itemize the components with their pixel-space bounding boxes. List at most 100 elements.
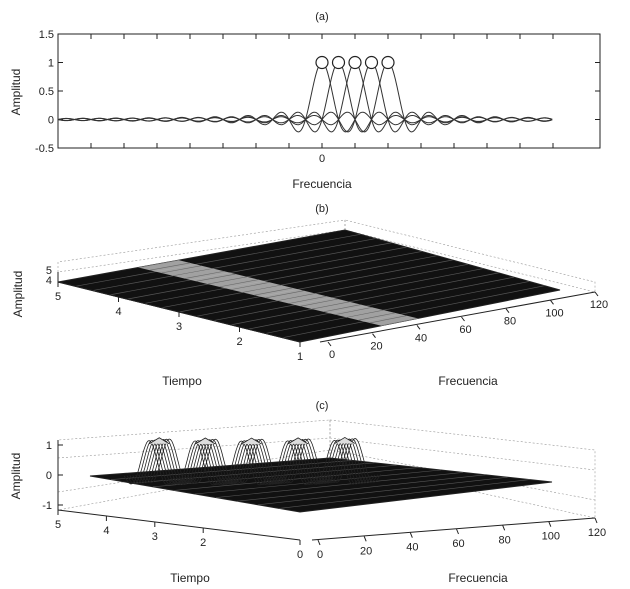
panel-c-amplitude-tick-label: 0	[46, 470, 52, 482]
panel-c-frequency-tick-mark	[502, 525, 506, 531]
panel-b-surface-stripes	[75, 233, 545, 339]
panel-c-amplitude-tick-label: 1	[46, 440, 52, 452]
panel-c-frequency-tick-mark	[317, 539, 321, 546]
panel-b-time-tick-label: 1	[297, 351, 303, 363]
panel-b-frequency-tick-mark	[372, 333, 376, 338]
panel-c-surface-stripe	[257, 476, 508, 506]
panel-c-peak-mesh-line	[215, 440, 268, 486]
panel-b-band-mesh-line	[335, 307, 373, 315]
panel-c: (c) 5 4 3 20 0 20 40 60 80 100 120 10-1 Tiempo Fr…	[9, 400, 606, 585]
panel-a-peak-marker	[364, 55, 379, 70]
panel-b-surface-stripe	[127, 246, 407, 300]
panel-c-frequency-tick-mark	[548, 521, 552, 527]
panel-c-frequency-tick-label: 80	[499, 534, 511, 546]
panel-b-band-mesh-line	[277, 293, 316, 302]
panel-b-band-mesh-line	[369, 315, 407, 324]
panel-c-peak-mesh-line	[218, 440, 270, 486]
panel-b-surface-stripe	[230, 272, 499, 326]
panel-b-surface-stripe	[213, 268, 484, 321]
panel-b-band-mesh-line	[358, 312, 396, 321]
panel-a-peak-marker	[315, 55, 329, 70]
panel-b-frequency-tick-mark	[461, 316, 465, 322]
panel-b-band-mesh-line	[184, 270, 225, 279]
panel-b-frequency-axis	[319, 291, 596, 343]
panel-c-title: (c)	[316, 400, 329, 412]
panel-c-frequency-tick-mark	[363, 536, 367, 542]
panel-c-time-tick-label: 2	[200, 537, 206, 549]
panel-b-surface-light-band	[138, 260, 418, 326]
panel-a-series	[57, 61, 553, 133]
panel-a-peak-marker	[348, 55, 362, 70]
panel-c-peak-mesh-line	[308, 439, 361, 485]
panel-c-time-tick-label: 5	[55, 519, 61, 531]
panel-c-peak-mesh-line	[126, 439, 178, 485]
panel-c-time-label: Tiempo	[170, 571, 210, 585]
panel-c-peak-cap	[241, 437, 262, 445]
panel-b-amplitude-label: Amplitud	[11, 271, 25, 318]
panel-b-frequency-tick-label: 0	[329, 349, 335, 361]
panel-c-grid-line	[329, 437, 596, 471]
panel-b-frequency-tick-mark	[416, 325, 421, 330]
panel-c-peak-mesh-line	[189, 438, 242, 484]
panel-c-peak-mesh-line	[276, 439, 329, 484]
panel-a-y-tick-label: 1.5	[39, 29, 54, 41]
panel-c-peak-mesh-line	[329, 438, 382, 483]
panel-b-band-mesh-line	[288, 295, 327, 304]
panel-c-surface-stripe	[173, 467, 419, 491]
panel-c-peak-mesh-line	[326, 438, 379, 483]
panel-c-peak-mesh-line	[264, 440, 317, 485]
panel-b-frequency-label: Frecuencia	[438, 374, 498, 388]
panel-a-y-tick-label: 1	[48, 58, 54, 70]
panel-c-frequency-ticks: 0 20 40 60 80 100 120	[317, 517, 606, 561]
panel-a-x-tick-label: 0	[319, 153, 325, 165]
panel-b-frequency-tick-label: 120	[590, 299, 608, 311]
panel-c-frequency-tick-label: 40	[406, 542, 418, 554]
panel-b-band-mesh-line	[381, 318, 418, 327]
panel-b-surface-stripe	[92, 238, 376, 291]
panel-c-surface-stripe	[215, 472, 464, 498]
panel-b-time-label: Tiempo	[162, 374, 202, 388]
panel-c-peak-cap	[334, 436, 356, 444]
panel-b-time-ticks: 1 2 3 4 5	[55, 282, 303, 363]
panel-b-frequency-tick-label: 20	[370, 341, 382, 353]
panel-b-surface-stripe	[265, 281, 530, 334]
panel-c-back-wall-left	[57, 419, 331, 511]
panel-b-surface-stripe	[144, 251, 422, 304]
panel-b-band-mesh-line	[346, 309, 384, 318]
panel-b-frequency-tick-mark	[550, 300, 554, 305]
panel-b-frequency-tick-label: 100	[545, 307, 563, 319]
panel-c-peak-mesh-line	[262, 440, 314, 486]
panel-b-amplitude-tick-label: 4	[46, 275, 52, 287]
panel-a-y-label: Amplitud	[9, 69, 23, 116]
panel-c-peak-mesh-line	[123, 440, 175, 486]
panel-b-band-mesh-line	[207, 276, 247, 285]
panel-c-surface-stripe	[236, 474, 486, 502]
panel-c-time-tick-label: 3	[152, 531, 158, 543]
panel-b-band-mesh-line	[173, 268, 213, 277]
panel-b-band-mesh-line	[254, 287, 293, 296]
panel-c-frequency-tick-label: 100	[542, 531, 560, 543]
panel-c-time-tick-label: 4	[103, 525, 109, 537]
panel-c-frequency-tick-label: 120	[588, 527, 606, 539]
panel-b-surface-stripe	[178, 259, 453, 313]
panel-c-frequency-tick-label: 0	[317, 549, 323, 561]
panel-b-time-tick-label: 3	[176, 321, 182, 333]
panel-c-time-axis	[57, 509, 301, 541]
panel-c-back-wall-right	[329, 419, 596, 519]
panel-c-frequency-tick-mark	[409, 532, 413, 538]
panel-b-surface-band	[138, 259, 418, 327]
panel-c-grid-line	[57, 437, 331, 459]
panel-c-peak-mesh-line	[279, 438, 332, 484]
panel-b-surface-stripe	[282, 285, 545, 339]
panel-c-frequency-tick-mark	[456, 528, 459, 535]
panel-a: (a) 1.5 1 0.5 0 -0.5 0 Frecuencia Amplitud	[9, 11, 601, 191]
panel-c-peak-mesh-line	[138, 438, 190, 484]
panel-c-peak-mesh-line	[141, 438, 192, 484]
panel-c-peak-mesh-line	[323, 438, 376, 484]
panel-c-peak-mesh-line	[282, 438, 335, 484]
panel-a-peak-marker	[331, 55, 346, 70]
panel-b-time-tick-label: 2	[236, 336, 242, 348]
panel-b-band-mesh-line	[265, 290, 304, 299]
panel-b-surface-stripe	[196, 263, 468, 317]
